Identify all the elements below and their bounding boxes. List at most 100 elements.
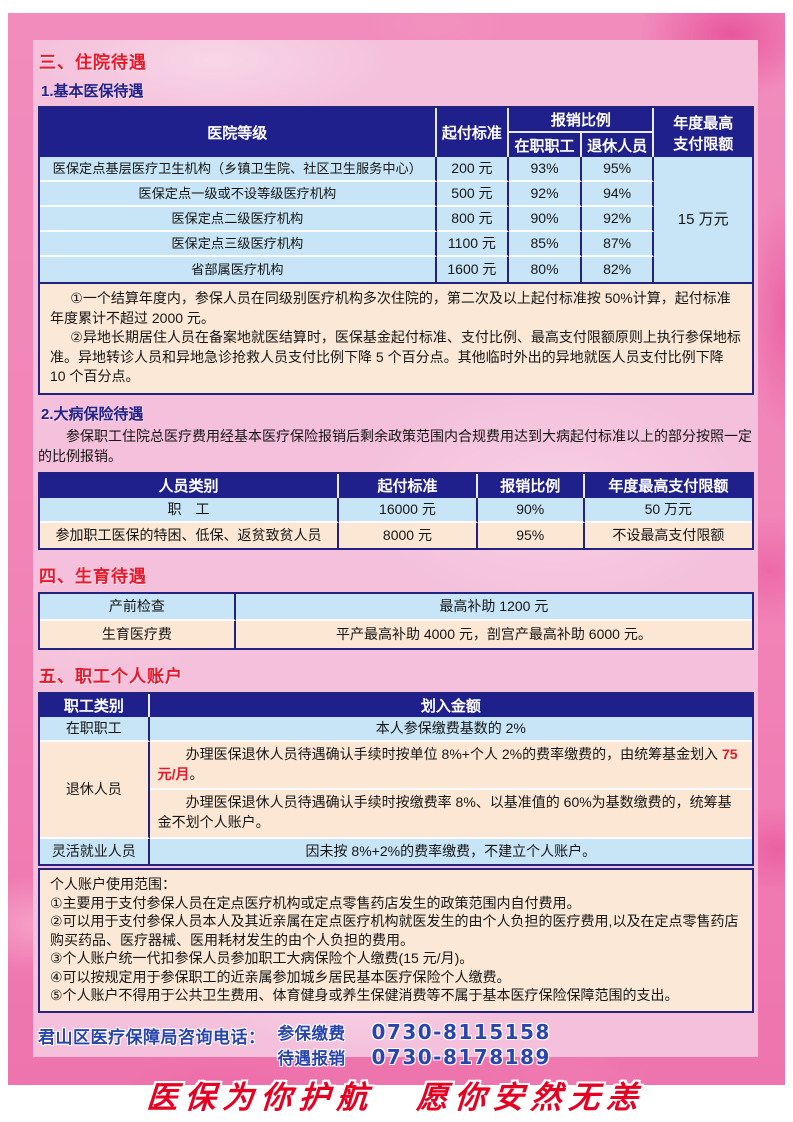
hospital-level-cell: 医保定点三级医疗机构 bbox=[40, 232, 437, 257]
table-row: 灵活就业人员 因未按 8%+2%的费率缴费，不建立个人账户。 bbox=[40, 839, 752, 865]
retired-rule-1-cell: 办理医保退休人员待遇确认手续时按单位 8%+个人 2%的费率缴费的，由统筹基金划… bbox=[149, 741, 752, 791]
table-row: 在职职工 本人参保缴费基数的 2% bbox=[40, 716, 752, 742]
ratio-cell: 90% bbox=[477, 497, 585, 523]
deductible-cell: 500 元 bbox=[436, 182, 510, 207]
usage-item-5: ⑤个人账户不得用于公共卫生费用、体育健身或养生保健消费等不属于基本医疗保险保障范… bbox=[50, 987, 679, 1004]
col-deductible: 起付标准 bbox=[339, 473, 478, 498]
usage-title: 个人账户使用范围： bbox=[50, 876, 176, 893]
table-row: 医保定点三级医疗机构 1100 元 85% 87% bbox=[40, 232, 752, 257]
benefit-reimbursement-label: 待遇报销 bbox=[277, 1049, 346, 1068]
table-row: 省部属医疗机构 1600 元 80% 82% bbox=[40, 257, 752, 282]
note-item-2: ②异地长期居住人员在备案地就医结算时，医保基金起付标准、支付比例、最高支付限额原… bbox=[50, 329, 741, 385]
retired-ratio-cell: 82% bbox=[581, 257, 655, 282]
benefit-type-cell: 生育医疗费 bbox=[40, 620, 236, 648]
annual-cap-cell: 15 万元 bbox=[654, 157, 752, 282]
major-illness-intro: 参保职工住院总医疗费用经基本医疗保险报销后剩余政策范围内合规费用达到大病起付标准… bbox=[38, 427, 752, 464]
personal-account-table: 职工类别 划入金额 在职职工 本人参保缴费基数的 2% 退休人员 办理医保退休人… bbox=[38, 691, 754, 867]
retired-rule-1-text: 办理医保退休人员待遇确认手续时按单位 8%+个人 2%的费率缴费的，由统筹基金划… bbox=[185, 745, 722, 762]
retired-rule-2-cell: 办理医保退休人员待遇确认手续时按缴费率 8%、以基准值的 60%为基数缴费的，统… bbox=[149, 790, 752, 840]
hospital-level-cell: 医保定点基层医疗卫生机构（乡镇卫生院、社区卫生服务中心） bbox=[40, 157, 437, 182]
cap-cell: 不设最高支付限额 bbox=[584, 522, 752, 548]
col-annual-cap-line1: 年度最高 bbox=[673, 114, 734, 132]
section-5-personal-account-title: 五、职工个人账户 bbox=[39, 666, 183, 686]
benefit-value-cell: 平产最高补助 4000 元，剖宫产最高补助 6000 元。 bbox=[235, 620, 752, 648]
cap-cell: 50 万元 bbox=[584, 497, 752, 523]
hospital-level-cell: 医保定点一级或不设等级医疗机构 bbox=[40, 182, 437, 207]
section-4-maternity-title: 四、生育待遇 bbox=[39, 566, 147, 586]
col-reimbursement-ratio: 报销比例 bbox=[477, 473, 585, 498]
hospital-level-cell: 医保定点二级医疗机构 bbox=[40, 207, 437, 232]
benefit-reimbursement-phone: 0730-8178189 bbox=[371, 1044, 551, 1069]
table-row: 产前检查 最高补助 1200 元 bbox=[40, 593, 752, 621]
section-3-hospitalization-title: 三、住院待遇 bbox=[39, 53, 147, 72]
flexible-value-cell: 因未按 8%+2%的费率缴费，不建立个人账户。 bbox=[149, 839, 752, 865]
table-row: 办理医保退休人员待遇确认手续时按缴费率 8%、以基准值的 60%为基数缴费的，统… bbox=[40, 790, 752, 840]
table-row: 生育医疗费 平产最高补助 4000 元，剖宫产最高补助 6000 元。 bbox=[40, 620, 752, 648]
active-employee-value-cell: 本人参保缴费基数的 2% bbox=[149, 716, 752, 742]
retired-rule-1-period: 。 bbox=[189, 765, 204, 782]
table-row: 医保定点一级或不设等级医疗机构 500 元 92% 94% bbox=[40, 182, 752, 207]
category-cell: 参加职工医保的特困、低保、返贫致贫人员 bbox=[40, 522, 340, 548]
category-cell: 职 工 bbox=[40, 497, 340, 523]
table-header-row: 医院等级 起付标准 报销比例 年度最高 支付限额 bbox=[40, 108, 752, 157]
contact-phone-list: 参保缴费 0730-8115158 待遇报销 0730-8178189 bbox=[278, 1020, 551, 1070]
retired-ratio-cell: 87% bbox=[581, 232, 655, 257]
hospitalization-notes-box: ①一个结算年度内，参保人员在同级别医疗机构多次住院的，第二次及以上起付标准按 5… bbox=[38, 282, 754, 395]
maternity-benefits-table: 产前检查 最高补助 1200 元 生育医疗费 平产最高补助 4000 元，剖宫产… bbox=[38, 591, 754, 650]
slogan-right: 愿你安然无恙 bbox=[415, 1079, 647, 1116]
col-person-category: 人员类别 bbox=[40, 473, 340, 498]
major-illness-table: 人员类别 起付标准 报销比例 年度最高支付限额 职 工 16000 元 90% … bbox=[38, 471, 754, 550]
active-ratio-cell: 80% bbox=[509, 257, 582, 282]
active-ratio-cell: 85% bbox=[509, 232, 582, 257]
contact-row-enrollment: 参保缴费 0730-8115158 bbox=[278, 1020, 551, 1044]
active-ratio-cell: 92% bbox=[509, 182, 582, 207]
deductible-cell: 200 元 bbox=[436, 157, 510, 182]
benefit-value-cell: 最高补助 1200 元 bbox=[235, 593, 752, 621]
table-row: 退休人员 办理医保退休人员待遇确认手续时按单位 8%+个人 2%的费率缴费的，由… bbox=[40, 741, 752, 840]
active-ratio-cell: 90% bbox=[509, 207, 582, 232]
deductible-cell: 8000 元 bbox=[339, 522, 478, 548]
usage-item-1: ①主要用于支付参保人员在定点医疗机构或定点零售药店发生的政策范围内自付费用。 bbox=[50, 894, 581, 911]
col-annual-cap: 年度最高 支付限额 bbox=[654, 108, 752, 157]
basic-medical-benefits-table: 医院等级 起付标准 报销比例 年度最高 支付限额 在职职工 退休人员 医保定点基… bbox=[38, 106, 754, 284]
contact-row-reimbursement: 待遇报销 0730-8178189 bbox=[278, 1045, 551, 1069]
col-annual-cap-line2: 支付限额 bbox=[673, 135, 734, 153]
subsection-major-illness-title: 2.大病保险待遇 bbox=[41, 405, 144, 423]
usage-item-4: ④可以按规定用于参保职工的近亲属参加城乡居民基本医疗保险个人缴费。 bbox=[50, 968, 511, 985]
table-row: 职 工 16000 元 90% 50 万元 bbox=[40, 497, 752, 523]
usage-item-3: ③个人账户统一代扣参保人员参加职工大病保险个人缴费(15 元/月)。 bbox=[50, 950, 474, 967]
retired-label-cell: 退休人员 bbox=[40, 741, 150, 840]
usage-item-2: ②可以用于支付参保人员本人及其近亲属在定点医疗机构就医发生的由个人负担的医疗费用… bbox=[50, 913, 739, 948]
col-reimbursement-ratio: 报销比例 bbox=[509, 108, 655, 133]
col-employee-category: 职工类别 bbox=[40, 693, 150, 717]
deductible-cell: 1100 元 bbox=[436, 232, 510, 257]
col-active-employee: 在职职工 bbox=[509, 133, 582, 157]
enrollment-payment-label: 参保缴费 bbox=[277, 1024, 346, 1043]
deductible-cell: 16000 元 bbox=[339, 497, 478, 523]
col-hospital-level: 医院等级 bbox=[40, 108, 437, 157]
hospital-level-cell: 省部属医疗机构 bbox=[40, 257, 437, 282]
slogan-left: 医保为你护航 bbox=[145, 1079, 377, 1116]
col-credited-amount: 划入金额 bbox=[149, 693, 752, 717]
subsection-basic-medical-title: 1.基本医保待遇 bbox=[41, 83, 144, 100]
retired-ratio-cell: 95% bbox=[581, 157, 655, 182]
deductible-cell: 800 元 bbox=[436, 207, 510, 232]
table-row: 参加职工医保的特困、低保、返贫致贫人员 8000 元 95% 不设最高支付限额 bbox=[40, 522, 752, 548]
enrollment-payment-phone: 0730-8115158 bbox=[371, 1019, 551, 1044]
active-employee-label-cell: 在职职工 bbox=[40, 716, 150, 742]
table-row: 医保定点二级医疗机构 800 元 90% 92% bbox=[40, 207, 752, 232]
active-ratio-cell: 93% bbox=[509, 157, 582, 182]
retired-ratio-cell: 92% bbox=[581, 207, 655, 232]
table-header-row: 人员类别 起付标准 报销比例 年度最高支付限额 bbox=[40, 473, 752, 498]
col-retired: 退休人员 bbox=[581, 133, 655, 157]
flexible-label-cell: 灵活就业人员 bbox=[40, 839, 150, 865]
account-usage-notes-box: 个人账户使用范围： ①主要用于支付参保人员在定点医疗机构或定点零售药店发生的政策… bbox=[38, 868, 754, 1013]
retired-ratio-cell: 94% bbox=[581, 182, 655, 207]
contact-section: 君山区医疗保障局咨询电话： 参保缴费 0730-8115158 待遇报销 073… bbox=[38, 1020, 754, 1070]
slogan-calligraphy: 医保为你护航 愿你安然无恙 bbox=[36, 1072, 755, 1117]
table-subheader-row: 在职职工 退休人员 bbox=[40, 133, 752, 157]
col-deductible: 起付标准 bbox=[436, 108, 510, 157]
col-annual-cap: 年度最高支付限额 bbox=[584, 473, 752, 498]
content-panel: 三、住院待遇 1.基本医保待遇 医院等级 起付标准 报销比例 年度最高 支付限额… bbox=[33, 40, 758, 1116]
